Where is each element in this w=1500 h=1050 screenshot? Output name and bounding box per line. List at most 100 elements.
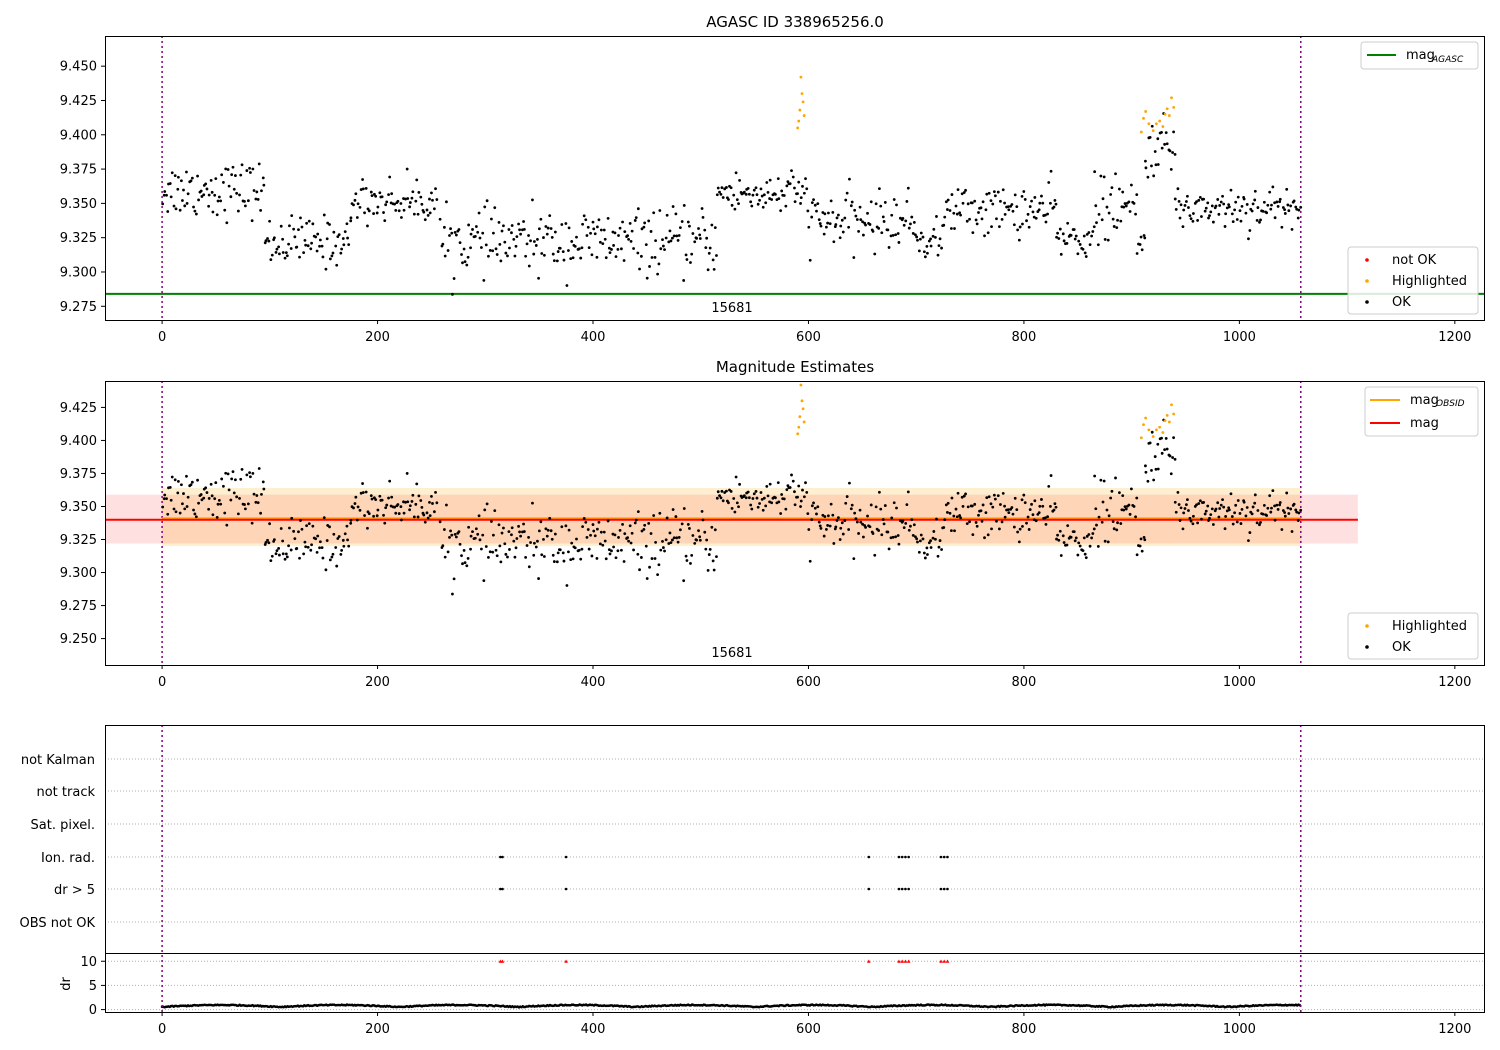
ok-point <box>476 230 480 234</box>
ok-point <box>958 514 962 517</box>
ok-point <box>1101 500 1105 504</box>
legend-mag-agasc: mag <box>1406 48 1435 63</box>
ok-point <box>621 220 624 224</box>
ok-point <box>813 203 817 207</box>
flag-point <box>946 855 949 859</box>
ok-point <box>678 226 682 230</box>
ok-point <box>328 558 332 562</box>
ok-point <box>196 174 199 178</box>
panel3-x-ticks: 0 200 400 600 800 1000 1200 <box>158 1012 1471 1037</box>
flag-row-label: not Kalman <box>21 753 95 768</box>
ok-point <box>980 520 984 523</box>
ok-point <box>826 221 830 225</box>
ok-point <box>353 198 357 202</box>
ok-point <box>812 501 815 505</box>
ok-point <box>1096 544 1100 548</box>
ok-point <box>751 193 755 197</box>
ok-point <box>442 225 446 229</box>
ok-point <box>1203 209 1207 213</box>
ok-point <box>1011 512 1015 516</box>
highlighted-point <box>1158 425 1162 429</box>
panel3-frame <box>105 725 1485 1013</box>
ok-point <box>452 277 456 280</box>
flag-points <box>499 855 949 891</box>
ok-point <box>1187 509 1190 512</box>
ok-point <box>942 526 946 529</box>
ok-point <box>342 544 346 548</box>
ok-point <box>420 202 424 206</box>
flag-point <box>501 887 504 891</box>
ok-point <box>215 516 219 519</box>
ok-point <box>277 245 281 249</box>
ok-point <box>747 496 751 500</box>
ok-point <box>1258 523 1261 527</box>
ok-point <box>617 234 620 237</box>
ok-point <box>793 186 796 190</box>
ok-point <box>704 246 708 250</box>
ok-point <box>495 554 499 558</box>
dr-y-tick-label: 5 <box>89 979 97 994</box>
ok-point <box>835 519 839 522</box>
ok-point <box>1076 553 1080 557</box>
dr-clip-marker <box>945 959 950 963</box>
ok-point <box>267 541 271 545</box>
ok-point <box>529 541 532 544</box>
ok-point <box>567 528 571 532</box>
ok-point <box>1222 505 1226 509</box>
ok-point <box>485 502 489 506</box>
ok-point <box>1299 508 1303 512</box>
ok-point <box>361 178 364 181</box>
ok-point <box>1248 531 1252 534</box>
ok-point <box>979 206 983 210</box>
ok-point <box>324 568 328 572</box>
ok-point <box>551 553 555 557</box>
ok-point <box>844 501 848 505</box>
ok-point <box>801 488 804 492</box>
ok-point <box>315 249 319 253</box>
ok-point <box>1078 544 1082 548</box>
ok-point <box>1179 203 1183 207</box>
ok-point <box>636 207 640 211</box>
ok-point <box>715 496 719 500</box>
ok-point <box>738 178 741 182</box>
ok-point <box>1196 521 1199 525</box>
ok-point <box>1235 520 1239 524</box>
mag-obsid-band <box>162 487 1301 547</box>
ok-point <box>1275 200 1279 204</box>
ok-point <box>461 261 464 265</box>
ok-point <box>406 197 410 200</box>
ok-point <box>1030 199 1033 203</box>
ok-point <box>1135 193 1139 196</box>
ok-point <box>385 200 389 204</box>
ok-point <box>1219 200 1223 204</box>
ok-point <box>1204 509 1208 513</box>
ok-point <box>465 263 469 267</box>
ok-point <box>481 231 485 235</box>
ok-point <box>170 475 174 479</box>
ok-point <box>370 497 374 501</box>
dr-clip-marker <box>903 959 908 963</box>
ok-point <box>776 177 780 181</box>
ok-point <box>466 255 470 259</box>
ok-point <box>881 215 885 219</box>
ok-point <box>1092 225 1096 229</box>
ok-point <box>369 190 373 194</box>
ok-point <box>1106 540 1110 544</box>
ok-point <box>902 223 906 227</box>
ok-point <box>877 529 881 532</box>
ok-point <box>499 259 503 263</box>
ok-point <box>606 217 610 220</box>
ok-point <box>394 208 398 212</box>
ok-point <box>388 175 392 179</box>
ok-point <box>766 190 770 194</box>
ok-point <box>622 259 626 262</box>
ok-point <box>802 495 806 499</box>
ok-point <box>1026 515 1030 519</box>
ok-point <box>1259 218 1262 222</box>
ok-point <box>816 202 820 206</box>
ok-point <box>346 538 349 542</box>
ok-point <box>661 238 664 242</box>
ok-point <box>349 518 353 522</box>
ok-point <box>991 505 995 509</box>
ok-point <box>356 505 360 509</box>
